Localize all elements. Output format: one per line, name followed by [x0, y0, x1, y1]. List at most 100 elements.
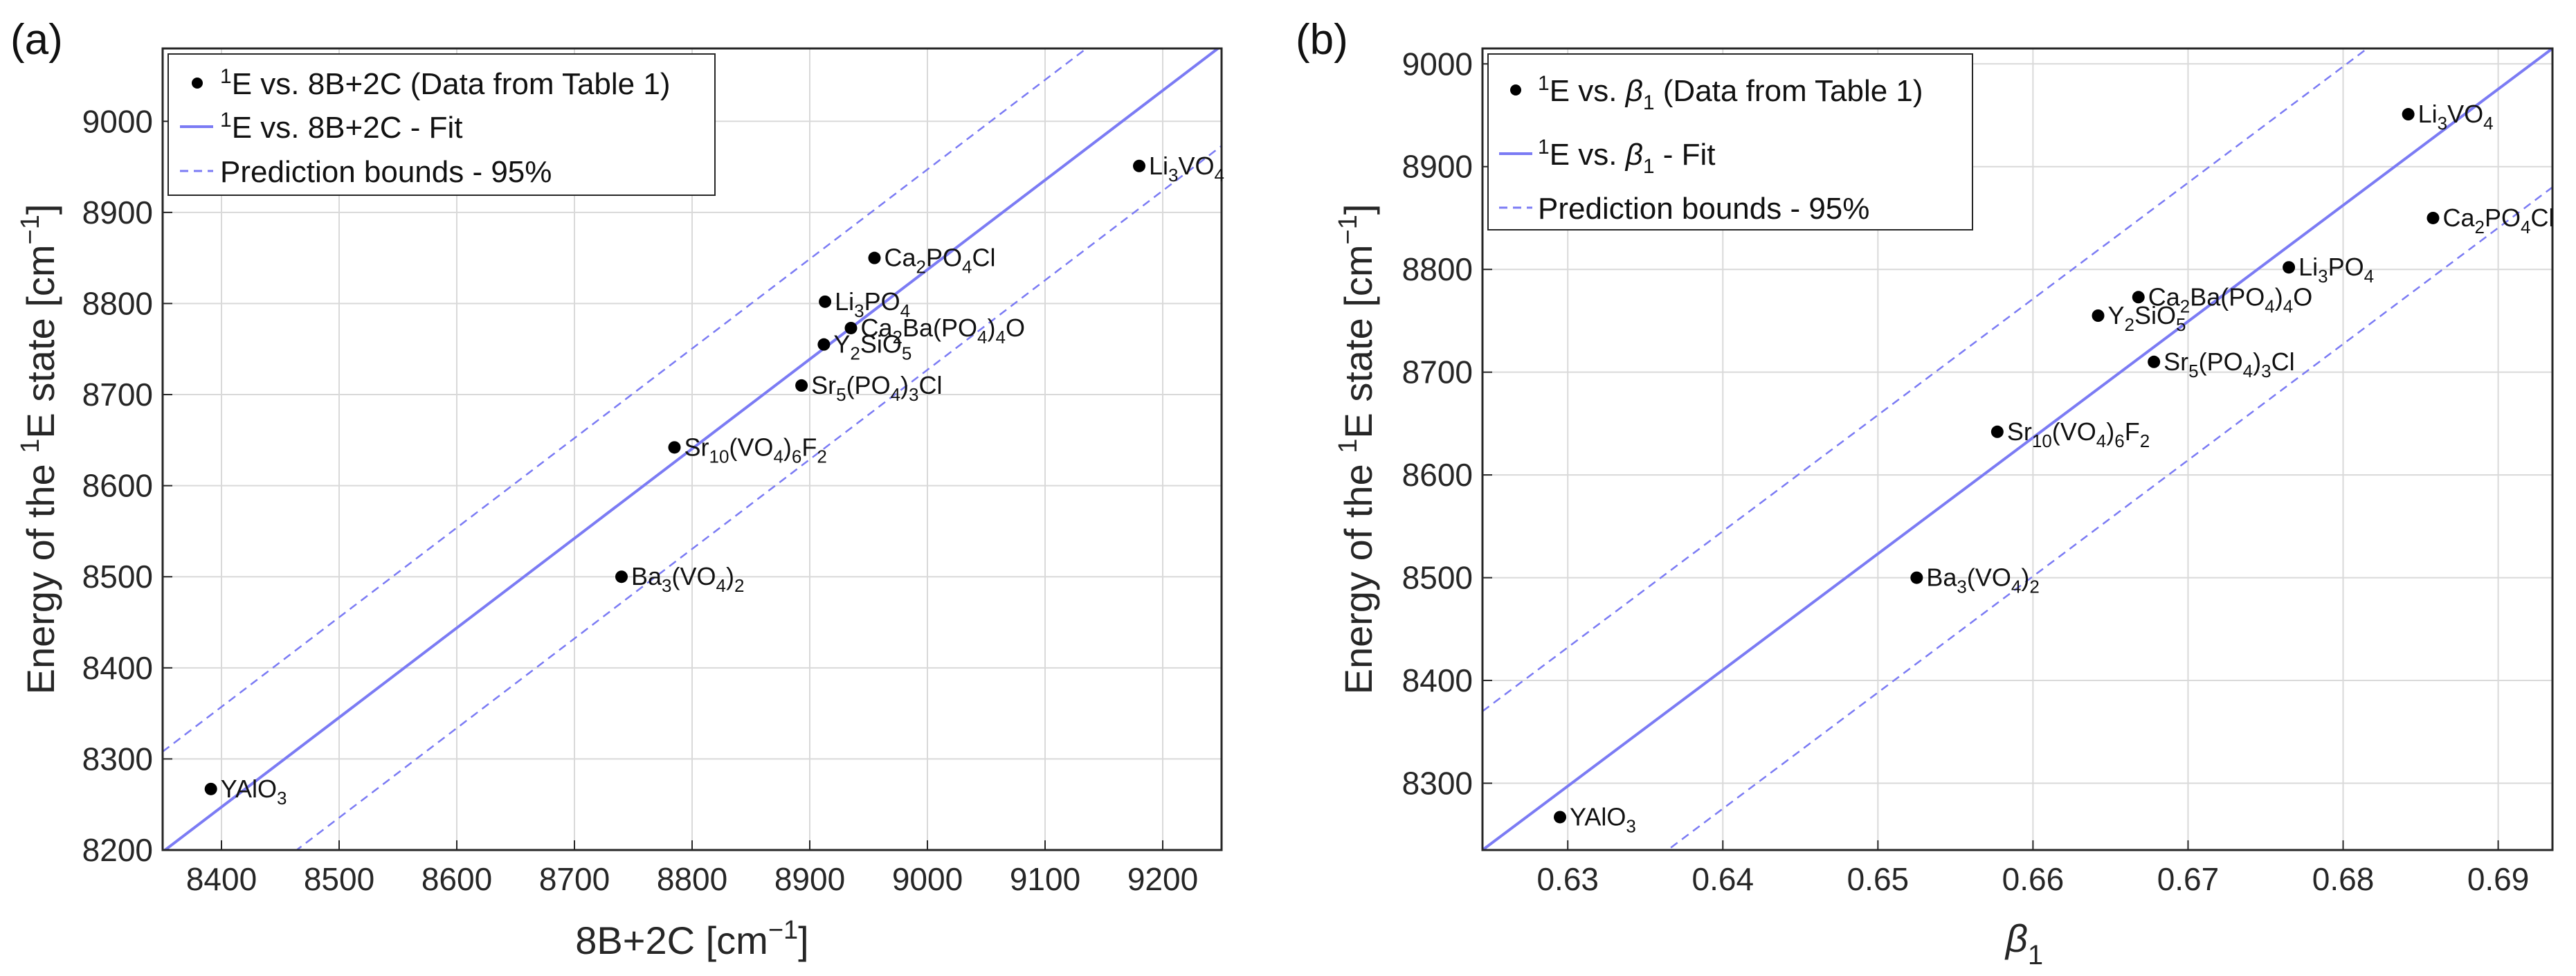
fit-line-b	[1482, 48, 2552, 850]
point-label-part: 2	[2029, 577, 2039, 597]
ticks-b: 0.63 0.64 0.65 0.66 0.67 0.68 0.69 8300 8400 8500…	[1402, 46, 2530, 897]
point-label-part: Ba(PO	[902, 314, 977, 342]
point-label-part: Li	[2298, 253, 2318, 281]
y-tick-label-b: 8400	[1402, 662, 1473, 698]
point-label-part: Cl	[919, 371, 943, 399]
point-label-part: 4	[2096, 431, 2106, 451]
legend-b-item-0-greek: β	[1624, 74, 1643, 108]
point-label-part: Li	[1149, 152, 1168, 180]
point-label-part: 3	[1957, 577, 1966, 597]
legend-b-item-0: 1E vs. β1 (Data from Table 1)	[1538, 72, 1923, 114]
y-tick-label-b: 8900	[1402, 149, 1473, 185]
legend-b-item-1-greek: β	[1624, 138, 1643, 172]
x-axis-label-b-main: β	[2004, 916, 2028, 960]
legend-b-item-2: Prediction bounds - 95%	[1538, 192, 1869, 226]
y-tick-label-a: 8800	[82, 285, 153, 321]
data-point-label-a: Ba3(VO4)2	[631, 562, 744, 596]
y-tick-label-b: 8500	[1402, 560, 1473, 596]
point-label-part: 3	[1626, 815, 1635, 836]
y-axis-label-b: Energy of the 1E state [cm−1]	[1334, 204, 1380, 695]
y-axis-label-b-main: Energy of the	[1336, 453, 1380, 695]
x-axis-label-a: 8B+2C [cm−1]	[575, 916, 808, 962]
point-label-part: )	[783, 433, 792, 461]
point-label-part: Ca	[2442, 204, 2475, 232]
point-label-part: (PO	[2199, 347, 2243, 376]
point-label-part: 2	[916, 257, 926, 278]
legend-a-item-1-sup: 1	[220, 109, 232, 132]
data-point-b	[2148, 355, 2161, 368]
legend-a-item-2: Prediction bounds - 95%	[220, 155, 552, 189]
data-point-label-b: Sr10(VO4)6F2	[2007, 417, 2150, 451]
legend-b-item-1-greeksub: 1	[1643, 155, 1655, 178]
y-axis-label-b-mid: E state [cm	[1336, 244, 1380, 438]
data-point-b	[2402, 108, 2415, 121]
x-axis-label-a-end: ]	[798, 919, 809, 962]
point-label-part: 4	[2364, 266, 2374, 287]
ticks-a: 8400 8500 8600 8700 8800 8900 9000 9100 9200 8200…	[82, 103, 1199, 897]
y-tick-label-a: 9000	[82, 103, 153, 139]
data-point-b	[1910, 571, 1923, 584]
point-label-part: 2	[850, 343, 860, 364]
point-label-part: SiO	[2134, 301, 2176, 329]
x-tick-label-b: 0.69	[2467, 861, 2530, 897]
point-label-part: )	[726, 562, 734, 590]
upper-prediction-bound-b	[1482, 48, 2369, 712]
points-a: YAlO3Ba3(VO4)2Sr10(VO4)6F2Sr5(PO4)3ClY2S…	[204, 152, 1224, 808]
y-axis-label-a-end: ]	[19, 204, 62, 215]
data-point-label-a: Sr10(VO4)6F2	[684, 433, 827, 467]
x-tick-label-b: 0.67	[2157, 861, 2220, 897]
data-point-a	[615, 570, 628, 584]
data-point-a	[817, 338, 831, 351]
y-axis-label-b-end: ]	[1336, 204, 1380, 215]
point-label-part: F	[2125, 417, 2140, 446]
legend-a-item-0: 1E vs. 8B+2C (Data from Table 1)	[220, 65, 670, 101]
data-point-a	[844, 321, 858, 334]
point-label-part: 10	[709, 446, 729, 467]
point-label-part: 4	[977, 327, 987, 347]
legend-a-marker	[192, 78, 203, 89]
y-axis-label-a-sup1: 1	[16, 439, 45, 453]
data-point-b	[1554, 811, 1567, 824]
y-tick-label-b: 8300	[1402, 766, 1473, 802]
upper-prediction-bound-a	[163, 48, 1088, 752]
y-tick-label-a: 8700	[82, 377, 153, 413]
data-point-a	[868, 251, 881, 264]
x-tick-label-a: 8800	[657, 861, 727, 897]
point-label-part: 2	[2125, 314, 2134, 335]
point-label-part: 2	[2180, 296, 2190, 316]
point-label-part: VO	[1179, 152, 1215, 180]
point-label-part: PO	[926, 244, 962, 272]
y-axis-label-a-sup2: −1	[16, 215, 45, 244]
point-label-part: Sr	[811, 371, 836, 399]
points-b: YAlO3Ba3(VO4)2Sr10(VO4)6F2Sr5(PO4)3ClY2S…	[1554, 100, 2554, 836]
point-label-part: Ca	[861, 314, 894, 342]
x-tick-label-b: 0.64	[1692, 861, 1754, 897]
data-point-b	[2132, 291, 2145, 304]
point-label-part: )	[2021, 563, 2029, 592]
axes-frame-b	[1481, 47, 2554, 851]
data-point-label-a: Li3PO4	[835, 287, 910, 321]
point-label-part: 2	[817, 446, 826, 467]
legend-b-item-1-tail: - Fit	[1655, 138, 1716, 172]
legend-a: 1E vs. 8B+2C (Data from Table 1) 1E vs. …	[167, 53, 716, 196]
y-tick-label-a: 8600	[82, 468, 153, 504]
legend-b-item-1-text: E vs.	[1550, 138, 1626, 172]
x-tick-label-a: 9100	[1010, 861, 1080, 897]
data-point-label-b: Y2SiO5	[2108, 301, 2186, 335]
legend-b-item-1: 1E vs. β1 - Fit	[1538, 136, 1716, 178]
point-label-part: 5	[2188, 361, 2198, 381]
panel-a-label: (a)	[10, 16, 63, 64]
x-tick-label-a: 8400	[186, 861, 257, 897]
data-point-label-a: Sr5(PO4)3Cl	[811, 371, 942, 405]
y-tick-label-b: 8700	[1402, 354, 1473, 390]
point-label-part: Cl	[2530, 204, 2554, 232]
chart-panel-a: 8400 8500 8600 8700 8800 8900 9000 9100 9200 8200…	[16, 47, 1224, 962]
lower-prediction-bound-a	[295, 145, 1222, 850]
point-label-part: 3	[909, 384, 918, 405]
y-axis-label-b-sup1: 1	[1334, 439, 1363, 453]
point-label-part: 3	[2261, 361, 2271, 381]
data-point-a	[795, 379, 808, 392]
point-label-part: 2	[2475, 217, 2485, 237]
x-tick-label-b: 0.66	[2002, 861, 2065, 897]
point-label-part: 3	[2438, 113, 2447, 134]
